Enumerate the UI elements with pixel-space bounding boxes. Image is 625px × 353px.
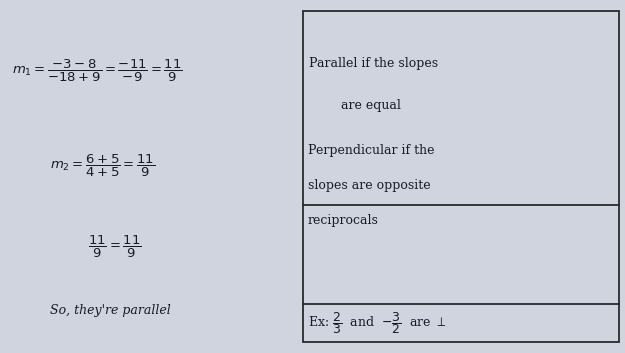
Text: Perpendicular if the: Perpendicular if the — [308, 144, 434, 156]
Text: Ex: $\dfrac{2}{3}$  and  $-\dfrac{3}{2}$  are $\perp$: Ex: $\dfrac{2}{3}$ and $-\dfrac{3}{2}$ a… — [308, 310, 446, 336]
Bar — [303, 11, 619, 342]
Text: reciprocals: reciprocals — [308, 214, 378, 227]
Text: are equal: are equal — [341, 100, 401, 112]
Text: $m_2 = \dfrac{6+5}{4+5} = \dfrac{11}{9}$: $m_2 = \dfrac{6+5}{4+5} = \dfrac{11}{9}$ — [50, 153, 156, 179]
Text: slopes are opposite: slopes are opposite — [308, 179, 430, 192]
Text: $\dfrac{11}{9} = \dfrac{11}{9}$: $\dfrac{11}{9} = \dfrac{11}{9}$ — [88, 234, 141, 260]
Text: $m_1 = \dfrac{-3-8}{-18+9} = \dfrac{-11}{-9} = \dfrac{11}{9}$: $m_1 = \dfrac{-3-8}{-18+9} = \dfrac{-11}… — [12, 58, 183, 84]
Text: So, they're parallel: So, they're parallel — [50, 304, 171, 317]
Text: Parallel if the slopes: Parallel if the slopes — [309, 57, 439, 70]
